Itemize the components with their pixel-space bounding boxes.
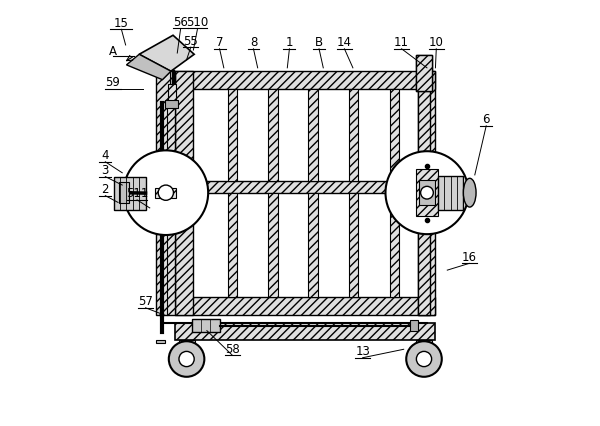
Bar (168, 84, 176, 103)
Bar (416, 55, 431, 91)
Circle shape (179, 351, 194, 367)
Bar (192, 319, 220, 332)
Text: B: B (315, 36, 323, 49)
Circle shape (406, 341, 442, 377)
Text: 59: 59 (106, 76, 121, 89)
Polygon shape (127, 54, 171, 80)
Circle shape (158, 185, 173, 200)
Text: 1: 1 (286, 36, 293, 49)
Polygon shape (139, 35, 194, 71)
Text: 511: 511 (126, 187, 148, 201)
Bar (390, 193, 399, 297)
Bar (308, 193, 318, 297)
Bar (156, 71, 175, 314)
Bar (419, 180, 434, 205)
Bar (410, 320, 418, 331)
Bar (166, 101, 178, 108)
Bar (416, 170, 437, 216)
Bar (119, 182, 128, 203)
Circle shape (385, 151, 469, 234)
Text: 8: 8 (250, 36, 257, 49)
Circle shape (416, 351, 431, 367)
Text: 6: 6 (482, 113, 490, 127)
Text: 3: 3 (101, 164, 109, 177)
Text: 11: 11 (394, 36, 409, 49)
Bar (175, 71, 436, 89)
Bar (438, 176, 463, 210)
Bar (416, 340, 432, 351)
Bar (418, 71, 430, 314)
Text: 13: 13 (355, 345, 370, 358)
Text: 7: 7 (216, 36, 223, 49)
Bar (268, 193, 278, 297)
Text: 56: 56 (173, 16, 188, 29)
Circle shape (124, 150, 208, 235)
Bar (228, 89, 238, 181)
Bar (114, 177, 146, 210)
Bar (416, 55, 431, 91)
Bar (175, 297, 436, 314)
Bar (228, 193, 238, 297)
Bar (175, 71, 193, 314)
Bar (155, 187, 176, 198)
Text: 10: 10 (429, 36, 444, 49)
Bar (390, 89, 399, 181)
Bar (156, 340, 164, 343)
Bar (179, 340, 194, 351)
Circle shape (169, 341, 205, 377)
Text: 510: 510 (187, 16, 209, 29)
Bar (175, 181, 436, 193)
Bar (349, 89, 358, 181)
Text: 15: 15 (114, 17, 129, 30)
Bar (175, 323, 436, 340)
Bar (418, 71, 436, 314)
Bar (193, 89, 418, 297)
Bar (268, 89, 278, 181)
Text: 4: 4 (101, 150, 109, 162)
Text: 16: 16 (462, 251, 477, 264)
Circle shape (421, 186, 433, 199)
Text: 2: 2 (101, 183, 109, 196)
Bar (308, 89, 318, 181)
Text: 58: 58 (225, 343, 239, 356)
Text: A: A (109, 45, 117, 58)
Bar (349, 193, 358, 297)
Text: 57: 57 (138, 295, 153, 308)
Ellipse shape (463, 178, 476, 207)
Text: 14: 14 (337, 36, 352, 49)
Text: 55: 55 (184, 35, 198, 48)
